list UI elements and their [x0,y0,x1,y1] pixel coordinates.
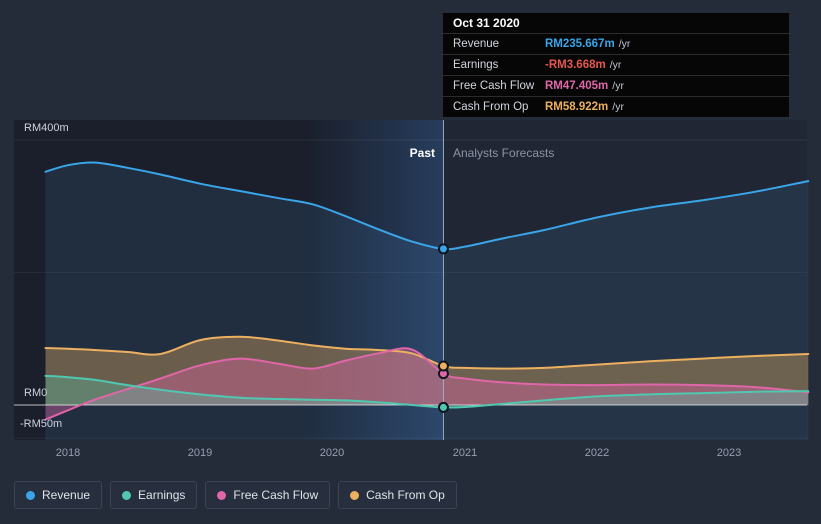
tooltip-date: Oct 31 2020 [453,16,520,30]
area-free-cash-flow [45,348,809,420]
x-axis-label: 2018 [55,447,81,459]
tooltip-row-unit: /yr [612,80,624,92]
y-axis-label: RM400m [24,122,69,134]
legend-item-label: Cash From Op [366,488,445,502]
line-earnings [44,374,810,409]
tooltip-row-label: Cash From Op [453,101,529,113]
forecasts-label: Analysts Forecasts [453,146,555,160]
past-label: Past [409,146,435,160]
tooltip-row-unit: /yr [609,59,622,71]
chart-legend: Revenue Earnings Free Cash Flow Cash From O… [14,481,457,509]
legend-item-free-cash-flow[interactable]: Free Cash Flow [205,481,331,509]
area-cash-from-op [45,336,809,405]
legend-dot-icon [350,490,360,500]
y-axis-label: -RM50m [20,418,63,430]
legend-item-earnings[interactable]: Earnings [110,481,198,509]
legend-dot-icon [26,490,35,500]
tooltip-row: Revenue RM235.667m/yr [443,33,789,54]
tooltip-row-unit: /yr [618,38,631,50]
chart-tooltip: Oct 31 2020 Revenue RM235.667m/yr Earnings… [443,13,789,117]
tooltip-row-value: RM47.405m [545,80,609,92]
x-axis-label: 2023 [716,447,742,459]
earnings-marker [437,401,449,413]
legend-dot-icon [122,490,132,500]
tooltip-row: Free Cash Flow RM47.405m/yr [443,75,789,96]
tooltip-row: Cash From Op RM58.922m/yr [443,96,789,117]
area-earnings [45,375,809,408]
highlight-band [306,120,444,440]
tooltip-row-value: RM58.922m [545,101,609,113]
x-axis-label: 2019 [187,447,213,459]
tooltip-row-value: RM235.667m [545,38,615,50]
legend-item-label: Earnings [138,488,186,502]
tooltip-row-label: Earnings [453,59,499,71]
legend-item-label: Free Cash Flow [233,488,319,502]
tooltip-row-label: Free Cash Flow [453,80,535,92]
tooltip-row: Earnings -RM3.668m/yr [443,54,789,75]
x-axis-label: 2020 [319,447,345,459]
x-axis-label: 2021 [452,447,478,459]
tooltip-row-unit: /yr [612,101,624,113]
legend-item-cash-from-op[interactable]: Cash From Op [338,481,457,509]
legend-item-revenue[interactable]: Revenue [14,481,103,509]
area-revenue [45,162,809,440]
tooltip-row-value: -RM3.668m [545,59,606,71]
line-revenue [44,161,810,251]
y-axis-label: RM0 [24,387,48,399]
x-axis-label: 2022 [584,447,610,459]
line-cash-from-op [44,335,810,370]
cash-from-op-marker [437,360,449,372]
revenue-marker [437,243,449,255]
legend-dot-icon [217,490,227,500]
legend-item-label: Revenue [42,488,91,502]
tooltip-row-label: Revenue [453,38,500,50]
